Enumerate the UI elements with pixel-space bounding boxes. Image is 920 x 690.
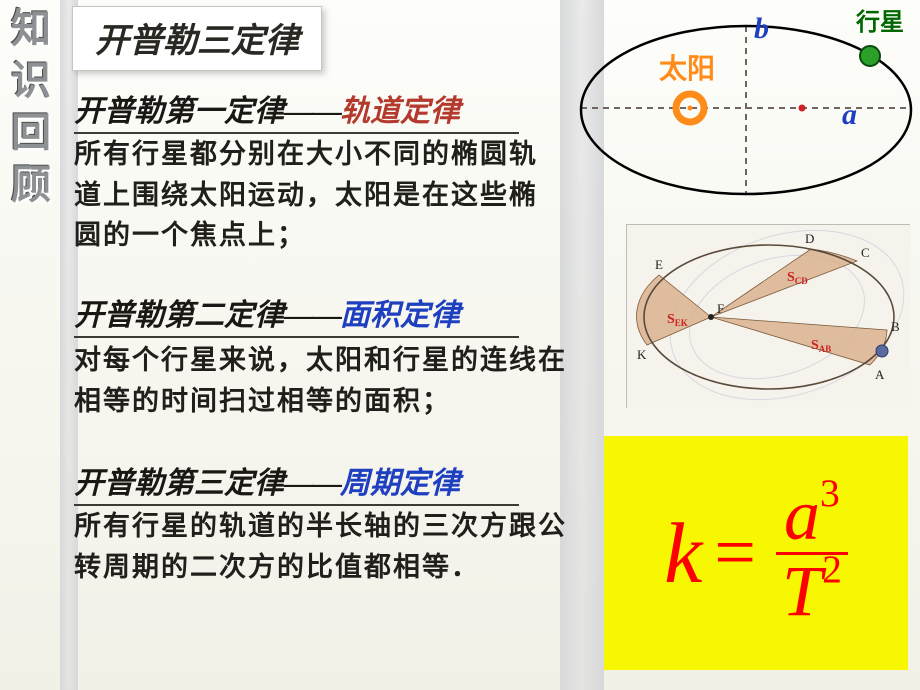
kepler-third-law-formula: k = a3 T2 xyxy=(604,436,908,670)
b-label: b xyxy=(754,12,769,45)
law1-body: 所有行星都分别在大小不同的椭圆轨道上围绕太阳运动，太阳是在这些椭圆的一个焦点上； xyxy=(74,134,544,256)
svg-text:D: D xyxy=(805,231,814,246)
sidebar-title: 知 识 回 顾 xyxy=(4,8,58,206)
sun-label: 太阳 xyxy=(659,53,715,85)
planet-icon xyxy=(860,46,880,66)
focus2-dot xyxy=(799,105,806,112)
law3-name: 周期定律 xyxy=(340,467,460,500)
area-law-diagram: E K D C B A F SEK SCD SAB xyxy=(626,224,910,408)
planet-label: 行星 xyxy=(855,8,904,36)
orbit-diagram: 太阳 行星 b a xyxy=(552,8,916,204)
sidebar-char-2: 识 xyxy=(4,60,58,102)
page-title: 开普勒三定律 xyxy=(72,6,322,71)
sidebar-char-1: 知 xyxy=(4,8,58,50)
a-label: a xyxy=(842,98,857,131)
law1-prefix: 开普勒第一定律 xyxy=(74,95,284,128)
law2-name: 面积定律 xyxy=(340,299,460,332)
svg-text:B: B xyxy=(891,319,900,334)
law2-prefix: 开普勒第二定律 xyxy=(74,299,284,332)
law3-prefix: 开普勒第三定律 xyxy=(74,467,284,500)
law2-heading: 开普勒第二定律——面积定律 xyxy=(74,290,519,338)
sidebar-char-3: 回 xyxy=(4,112,58,154)
law1-dash: —— xyxy=(284,95,340,128)
svg-text:K: K xyxy=(637,347,647,362)
law2-dash: —— xyxy=(284,299,340,332)
sidebar-char-4: 顾 xyxy=(4,164,58,206)
law1-heading: 开普勒第一定律——轨道定律 xyxy=(74,86,519,134)
law3-dash: —— xyxy=(284,467,340,500)
law1-name: 轨道定律 xyxy=(340,95,460,128)
formula-k: k xyxy=(664,503,702,603)
svg-text:F: F xyxy=(717,301,724,316)
formula-denominator: T2 xyxy=(776,559,848,624)
law3-heading: 开普勒第三定律——周期定律 xyxy=(74,458,519,506)
sun-center-dot xyxy=(688,106,693,111)
formula-numerator: a3 xyxy=(778,483,846,548)
svg-text:A: A xyxy=(875,367,885,382)
svg-text:C: C xyxy=(861,245,870,260)
svg-text:E: E xyxy=(655,257,663,272)
law3-body: 所有行星的轨道的半长轴的三次方跟公转周期的二次方的比值都相等． xyxy=(74,506,574,587)
law2-body: 对每个行星来说，太阳和行星的连线在相等的时间扫过相等的面积； xyxy=(74,340,574,421)
formula-eq: = xyxy=(714,511,756,596)
